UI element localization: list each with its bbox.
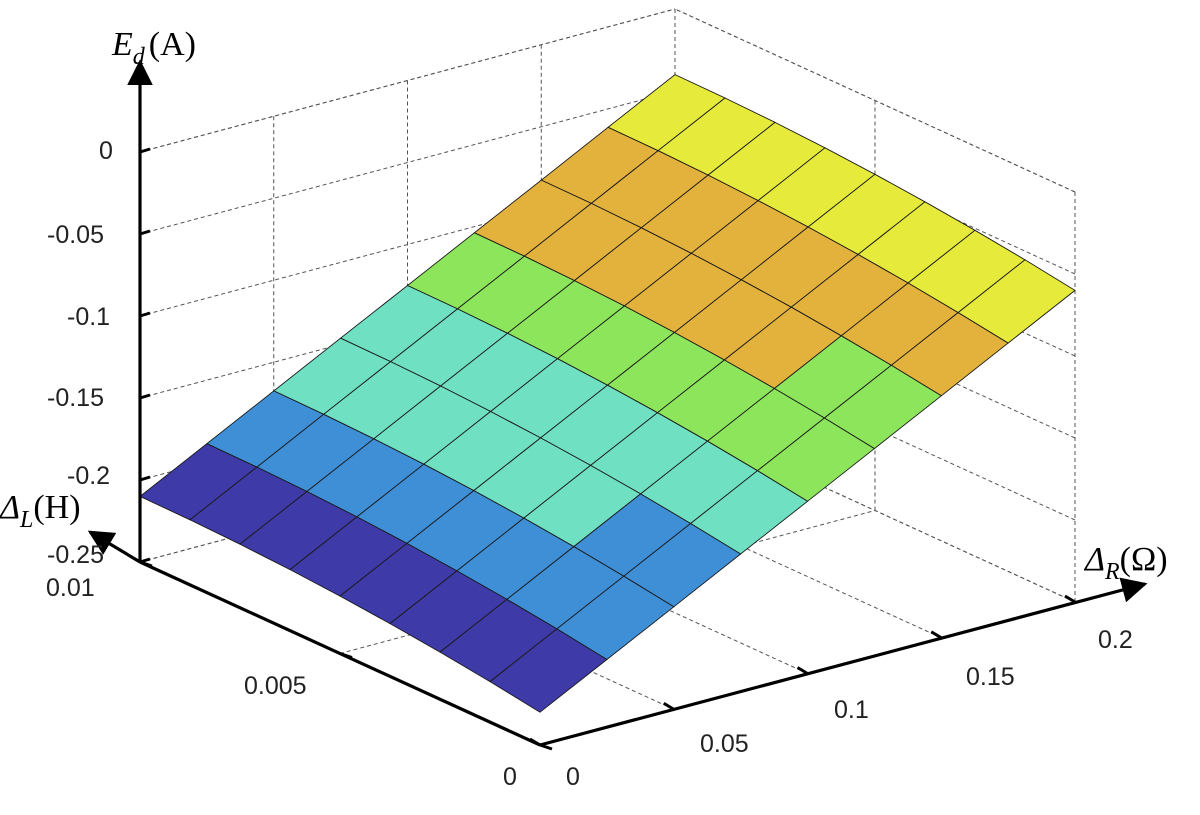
- z-tick-label: 0: [99, 137, 113, 165]
- z-tick-mark: [139, 393, 151, 400]
- z-tick-label: -0.05: [47, 221, 104, 249]
- y-axis-label: ΔL(H): [0, 489, 81, 533]
- z-tick-label: -0.2: [67, 462, 110, 490]
- y-tick-mark: [539, 743, 553, 751]
- box-edge: [674, 8, 1076, 193]
- x-axis-line: [539, 577, 1148, 747]
- x-axis-label-symbol: Δ: [1083, 541, 1105, 578]
- x-tick-labels: 0 0.05 0.1 0.15 0.2: [566, 626, 1133, 791]
- axes: [87, 59, 1148, 751]
- x-tick-mark: [1064, 594, 1076, 604]
- z-axis-label: Ed (A): [111, 26, 196, 70]
- x-tick-mark: [796, 666, 809, 675]
- y-tick-mark: [339, 652, 353, 659]
- x-tick-mark: [930, 630, 943, 640]
- z-axis-label-sub: d: [133, 44, 146, 70]
- y-axis-label-sub: L: [19, 507, 33, 533]
- z-tick-label: -0.1: [67, 303, 110, 331]
- x-axis-label-unit: (Ω): [1120, 541, 1168, 578]
- y-tick-label: 0: [503, 763, 517, 791]
- x-tick-label: 0.15: [966, 663, 1015, 691]
- z-tick-label: -0.25: [47, 541, 104, 569]
- z-tick-mark: [139, 475, 151, 482]
- box-edge: [139, 8, 676, 153]
- z-tick-labels: 0 -0.05 -0.1 -0.15 -0.2 -0.25: [47, 137, 113, 569]
- grid-line: [139, 172, 676, 317]
- z-tick-mark: [139, 147, 151, 154]
- y-tick-label: 0.005: [244, 672, 307, 700]
- z-tick-mark: [139, 557, 151, 564]
- y-tick-labels: 0 0.005 0.01: [46, 574, 517, 791]
- x-axis-label: ΔR(Ω): [1083, 541, 1168, 585]
- y-axis-label-unit: (H): [33, 489, 80, 526]
- y-axis-arrow: [87, 530, 141, 564]
- y-tick-label: 0.01: [46, 574, 95, 602]
- z-tick-label: -0.15: [47, 384, 104, 412]
- x-tick-mark: [662, 701, 675, 711]
- x-tick-label: 0.1: [834, 696, 869, 724]
- z-tick-mark: [139, 311, 151, 318]
- z-axis-label-symbol: E: [111, 26, 133, 63]
- z-axis-label-unit: (A): [149, 26, 196, 63]
- x-tick-mark: [529, 737, 541, 747]
- z-tick-mark: [139, 229, 151, 236]
- x-tick-label: 0.05: [700, 730, 749, 758]
- x-tick-label: 0: [566, 763, 580, 791]
- grid-line: [139, 90, 676, 235]
- surface-patch: [489, 628, 608, 713]
- surface: [139, 74, 1076, 713]
- y-axis-label-symbol: Δ: [0, 489, 20, 526]
- x-tick-label: 0.2: [1098, 626, 1133, 654]
- x-axis-label-sub: R: [1104, 559, 1120, 585]
